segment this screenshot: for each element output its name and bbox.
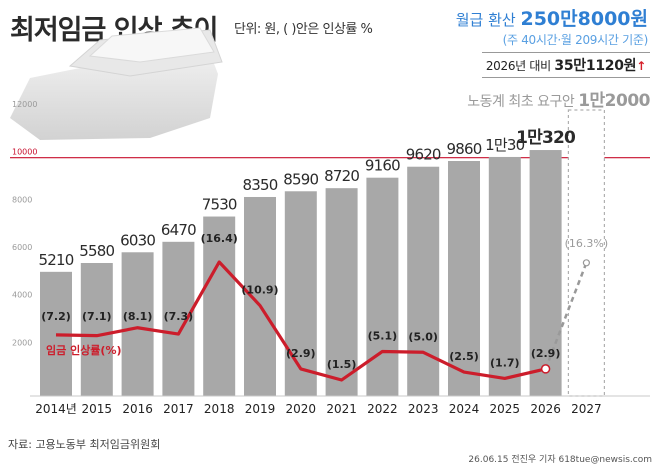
bar-value-label: 8720 <box>324 167 359 185</box>
x-tick-label: 2026 <box>530 402 561 416</box>
rate-label: (7.2) <box>41 310 71 323</box>
rate-label: (2.9) <box>286 347 316 360</box>
bar <box>203 216 236 396</box>
rate-line <box>55 260 546 382</box>
bar <box>80 263 113 396</box>
up-arrow-icon: ↑ <box>636 59 646 73</box>
rate-label: (1.7) <box>490 356 520 369</box>
x-tick-label: 2018 <box>204 402 235 416</box>
bar <box>284 191 317 396</box>
bar-value-label: 1만30 <box>485 136 524 154</box>
bar-value-label: 8350 <box>243 176 278 194</box>
y-tick-label: 2000 <box>12 338 32 347</box>
rate-label: (2.5) <box>449 350 479 363</box>
bar <box>325 188 358 396</box>
compare-amount: 35만1120원 <box>554 58 637 74</box>
bar <box>488 156 521 396</box>
x-tick-label: 2022 <box>367 402 398 416</box>
monthly-basis: (주 40시간·월 209시간 기준) <box>502 33 649 47</box>
labor-prefix: 노동계 최초 요구안 <box>467 94 575 110</box>
rate-point-2026 <box>540 364 551 374</box>
x-tick-label: 2020 <box>286 402 317 416</box>
x-tick-label: 2025 <box>490 402 521 416</box>
bar <box>448 161 480 396</box>
bar <box>407 166 440 396</box>
monthly-amount: 250만8000원 <box>520 8 648 30</box>
credit-note: 26.06.15 전진우 기자 618tue@newsis.com <box>468 455 652 465</box>
bar-value-label: 9620 <box>406 146 441 164</box>
bar <box>529 150 562 396</box>
unit-note: 단위: 원, ( )안은 인상률 % <box>234 22 373 37</box>
bar <box>366 177 399 396</box>
monthly-equivalent: 월급 환산 250만8000원 <box>456 4 648 31</box>
x-tick-label: 2017 <box>163 402 194 416</box>
compare-box: 2026년 대비 35만1120원↑ <box>481 52 650 78</box>
compare-prefix: 2026년 대비 <box>485 59 551 73</box>
rate-label: (10.9) <box>241 284 278 297</box>
bar <box>121 252 154 396</box>
bar-value-label: 5580 <box>79 242 114 260</box>
x-tick-label: 2021 <box>326 402 357 416</box>
x-axis: 2014년 2015 2016 2017 2018 2019 2020 2021 2022 202… <box>30 395 650 416</box>
x-tick-label: 2023 <box>408 402 439 416</box>
rate-label: (16.4) <box>201 232 238 245</box>
rate-line-projection <box>544 262 588 370</box>
bar-value-label: 8590 <box>283 170 318 188</box>
monthly-prefix: 월급 환산 <box>455 11 516 29</box>
rate-line-series: (7.2) (7.1) (8.1) (7.3) (16.4) (10.9) (2.9) (1.… <box>41 232 609 382</box>
bar-value-label: 6030 <box>120 231 155 249</box>
rate-label: (5.0) <box>408 330 438 343</box>
x-tick-label: 2016 <box>122 402 153 416</box>
rate-legend: 임금 인상률(%) <box>46 343 122 357</box>
bar-value-label: 5210 <box>39 251 74 269</box>
rate-label: (5.1) <box>368 329 398 342</box>
bar-value-label: 9860 <box>447 140 482 158</box>
y-tick-label: 8000 <box>12 195 32 204</box>
bar-series <box>40 109 606 397</box>
value-labels: 5210 5580 6030 6470 7530 8350 8590 8720 9160 9620… <box>39 128 577 269</box>
x-tick-label: 2015 <box>82 402 113 416</box>
y-tick-label: 4000 <box>12 291 32 300</box>
y-axis: 2000 4000 6000 8000 10000 12000 <box>12 100 37 347</box>
bar-value-label: 6470 <box>161 221 196 239</box>
rate-label: (2.9) <box>531 347 561 360</box>
rate-label: (16.3%) <box>565 237 609 250</box>
x-tick-label: 2027 <box>571 402 602 416</box>
bar-value-label: 1만320 <box>516 128 576 148</box>
bar-proposal <box>567 109 606 397</box>
source-note: 자료: 고용노동부 최저임금위원회 <box>8 438 161 451</box>
envelope-illustration <box>10 27 223 140</box>
labor-proposal: 노동계 최초 요구안 1만2000 <box>467 86 650 111</box>
rate-label: (7.1) <box>82 310 112 323</box>
rate-label: (8.1) <box>123 310 153 323</box>
y-tick-label: 12000 <box>12 100 37 109</box>
y-tick-label: 10000 <box>12 148 37 157</box>
rate-label: (1.5) <box>327 358 357 371</box>
rate-label: (7.3) <box>164 310 194 323</box>
bar-value-label: 9160 <box>365 157 400 175</box>
x-tick-label: 2024 <box>449 402 480 416</box>
bar <box>162 241 195 396</box>
rate-point-2027 <box>582 259 591 267</box>
x-tick-label: 2019 <box>245 402 276 416</box>
labor-amount: 1만2000 <box>578 91 650 111</box>
y-tick-label: 6000 <box>12 243 32 252</box>
x-tick-label: 2014년 <box>35 402 77 416</box>
bar-value-label: 7530 <box>202 196 237 214</box>
